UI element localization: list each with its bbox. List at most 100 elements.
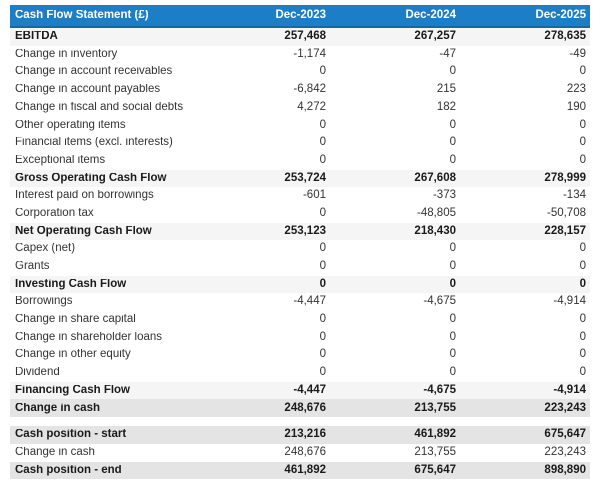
- row-value: 0: [579, 153, 586, 166]
- row-value: -49: [569, 47, 586, 60]
- row-value: 0: [579, 277, 586, 290]
- row-value: 4,272: [297, 100, 326, 113]
- table-row: Net Operating Cash Flow 253,123 218,430 228…: [10, 222, 590, 241]
- row-value: 675,647: [544, 428, 586, 441]
- row-value: -373: [432, 189, 456, 202]
- row-value: 461,892: [414, 428, 456, 441]
- row-value: 0: [579, 348, 586, 361]
- row-value: 0: [449, 118, 456, 131]
- row-value: 0: [449, 313, 456, 326]
- row-value: 0: [579, 118, 586, 131]
- row-label: Change in account payables: [15, 84, 161, 96]
- row-value: 0: [319, 136, 326, 149]
- row-value: -1,174: [293, 47, 326, 60]
- row-value: 0: [449, 366, 456, 379]
- row-value: 0: [319, 65, 326, 78]
- row-value: 223,243: [544, 445, 586, 458]
- row-value: -4,675: [423, 383, 456, 396]
- row-value: 190: [566, 100, 586, 113]
- table-row: Change in account payables -6,842 215 223: [10, 81, 590, 99]
- row-value: 213,216: [284, 428, 326, 441]
- row-value: -4,447: [293, 295, 326, 308]
- table-row: Change in cash 248,676 213,755 223,243: [10, 399, 590, 418]
- table-body-main: EBITDA 257,468 267,257 278,635 Change in inv…: [10, 28, 590, 418]
- row-value: 278,999: [544, 171, 586, 184]
- column-header-dec-2024: Dec-2024: [405, 8, 456, 21]
- row-value: -134: [562, 189, 586, 202]
- row-label: Investing Cash Flow: [15, 278, 127, 290]
- table-row: Change in share capital 0 0 0: [10, 311, 590, 329]
- table-row: Gross Operating Cash Flow 253,724 267,608 2…: [10, 169, 590, 188]
- row-value: 0: [449, 330, 456, 343]
- column-header-dec-2023: Dec-2023: [275, 8, 326, 21]
- row-value: -4,447: [293, 383, 326, 396]
- row-value: 0: [319, 366, 326, 379]
- row-value: 0: [319, 313, 326, 326]
- row-value: 0: [579, 65, 586, 78]
- row-value: 0: [319, 242, 326, 255]
- row-value: 213,755: [414, 445, 456, 458]
- table-row: Change in cash 248,676 213,755 223,243: [10, 444, 590, 462]
- row-value: -4,914: [553, 295, 586, 308]
- row-value: 0: [319, 118, 326, 131]
- table-row: Interest paid on borrowings -601 -373 -134: [10, 187, 590, 205]
- row-value: 0: [449, 65, 456, 78]
- row-label: Gross Operating Cash Flow: [15, 172, 167, 184]
- row-label: Change in shareholder loans: [15, 331, 163, 343]
- row-value: 0: [319, 206, 326, 219]
- row-value: 0: [579, 313, 586, 326]
- row-value: -47: [439, 47, 456, 60]
- column-header-dec-2025: Dec-2025: [535, 8, 586, 21]
- row-value: 898,890: [544, 463, 586, 476]
- row-value: 0: [579, 260, 586, 273]
- table-row: Financial items (excl. interests) 0 0 0: [10, 134, 590, 152]
- row-value: 218,430: [414, 224, 456, 237]
- row-value: 213,755: [414, 401, 456, 414]
- row-value: 0: [449, 242, 456, 255]
- row-label: Interest paid on borrowings: [15, 190, 154, 202]
- row-value: 228,157: [544, 224, 586, 237]
- row-label: Cash position - start: [15, 429, 127, 441]
- table-row: Capex (net) 0 0 0: [10, 240, 590, 258]
- row-value: -4,914: [553, 383, 586, 396]
- table-row: Exceptional items 0 0 0: [10, 152, 590, 170]
- row-label: Change in inventory: [15, 48, 118, 60]
- row-value: 0: [449, 277, 456, 290]
- row-value: 0: [449, 260, 456, 273]
- row-value: 223,243: [544, 401, 586, 414]
- section-divider: [10, 417, 590, 427]
- table-row: Borrowings -4,447 -4,675 -4,914: [10, 293, 590, 311]
- table-row: Dividend 0 0 0: [10, 364, 590, 382]
- row-value: 215: [436, 83, 456, 96]
- row-label: Capex (net): [15, 243, 76, 255]
- row-label: Change in share capital: [15, 314, 136, 326]
- table-body-cash-position: Cash position - start 213,216 461,892 675,6…: [10, 426, 590, 480]
- row-value: 0: [449, 348, 456, 361]
- row-label: Exceptional items: [15, 154, 106, 166]
- table-row: Change in inventory -1,174 -47 -49: [10, 46, 590, 64]
- row-value: 248,676: [284, 401, 326, 414]
- row-value: -601: [302, 189, 326, 202]
- table-row: Corporation tax 0 -48,805 -50,708: [10, 205, 590, 223]
- row-label: Change in cash: [15, 446, 95, 458]
- row-value: 267,257: [414, 30, 456, 43]
- row-value: 675,647: [414, 463, 456, 476]
- row-label: Borrowings: [15, 296, 73, 308]
- row-value: 0: [319, 330, 326, 343]
- table-row: Cash position - end 461,892 675,647 898,890: [10, 461, 590, 480]
- row-value: 0: [449, 153, 456, 166]
- row-value: -6,842: [293, 83, 326, 96]
- table-row: Change in shareholder loans 0 0 0: [10, 329, 590, 347]
- row-label: Grants: [15, 261, 50, 273]
- row-label: Change in cash: [15, 402, 100, 414]
- row-value: 253,724: [284, 171, 326, 184]
- row-label: Dividend: [15, 367, 60, 379]
- row-value: -50,708: [546, 206, 586, 219]
- row-label: Financing Cash Flow: [15, 384, 131, 396]
- row-label: Change in account receivables: [15, 66, 173, 78]
- row-value: 182: [436, 100, 456, 113]
- table-row: Investing Cash Flow 0 0 0: [10, 275, 590, 294]
- row-value: 0: [579, 366, 586, 379]
- table-row: Other operating items 0 0 0: [10, 116, 590, 134]
- row-label: Financial items (excl. interests): [15, 137, 173, 149]
